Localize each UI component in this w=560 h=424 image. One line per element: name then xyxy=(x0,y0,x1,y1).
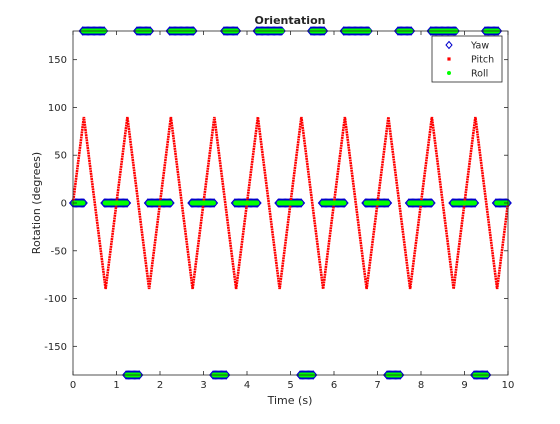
y-tick-label: -150 xyxy=(44,342,67,353)
x-tick-label: 7 xyxy=(374,380,380,391)
x-tick-label: 6 xyxy=(331,380,337,391)
y-tick-label: 0 xyxy=(61,199,67,210)
y-axis-label: Rotation (degrees) xyxy=(30,152,43,254)
legend-marker-roll xyxy=(447,71,451,75)
legend-marker-pitch xyxy=(447,57,451,61)
x-tick-label: 10 xyxy=(502,380,515,391)
legend-label-roll: Roll xyxy=(471,69,488,80)
y-tick-label: 150 xyxy=(48,55,67,66)
series-pitch xyxy=(71,116,510,290)
y-tick-label: 100 xyxy=(48,103,67,114)
pitch-line xyxy=(71,116,510,290)
y-tick-label: -50 xyxy=(51,246,67,257)
x-tick-label: 4 xyxy=(244,380,250,391)
legend: Yaw Pitch Roll xyxy=(431,35,503,83)
legend-box xyxy=(431,35,503,83)
x-tick-label: 5 xyxy=(287,380,293,391)
y-tick-label: 50 xyxy=(54,151,67,162)
legend-marker-yaw xyxy=(445,40,453,50)
x-axis-label: Time (s) xyxy=(267,394,313,407)
chart-title: Orientation xyxy=(255,14,326,27)
x-tick-label: 3 xyxy=(200,380,206,391)
axes-layer: 0 1 2 3 4 5 6 7 8 9 10 -150 -100 -50 0 50 100 150 xyxy=(44,30,515,391)
y-tick-label: -100 xyxy=(44,294,67,305)
legend-label-pitch: Pitch xyxy=(471,55,494,66)
x-tick-label: 8 xyxy=(418,380,424,391)
x-tick-label: 2 xyxy=(157,380,163,391)
legend-label-yaw: Yaw xyxy=(470,41,489,52)
x-tick-label: 9 xyxy=(461,380,467,391)
x-tick-label: 1 xyxy=(113,380,119,391)
x-tick-label: 0 xyxy=(70,380,76,391)
